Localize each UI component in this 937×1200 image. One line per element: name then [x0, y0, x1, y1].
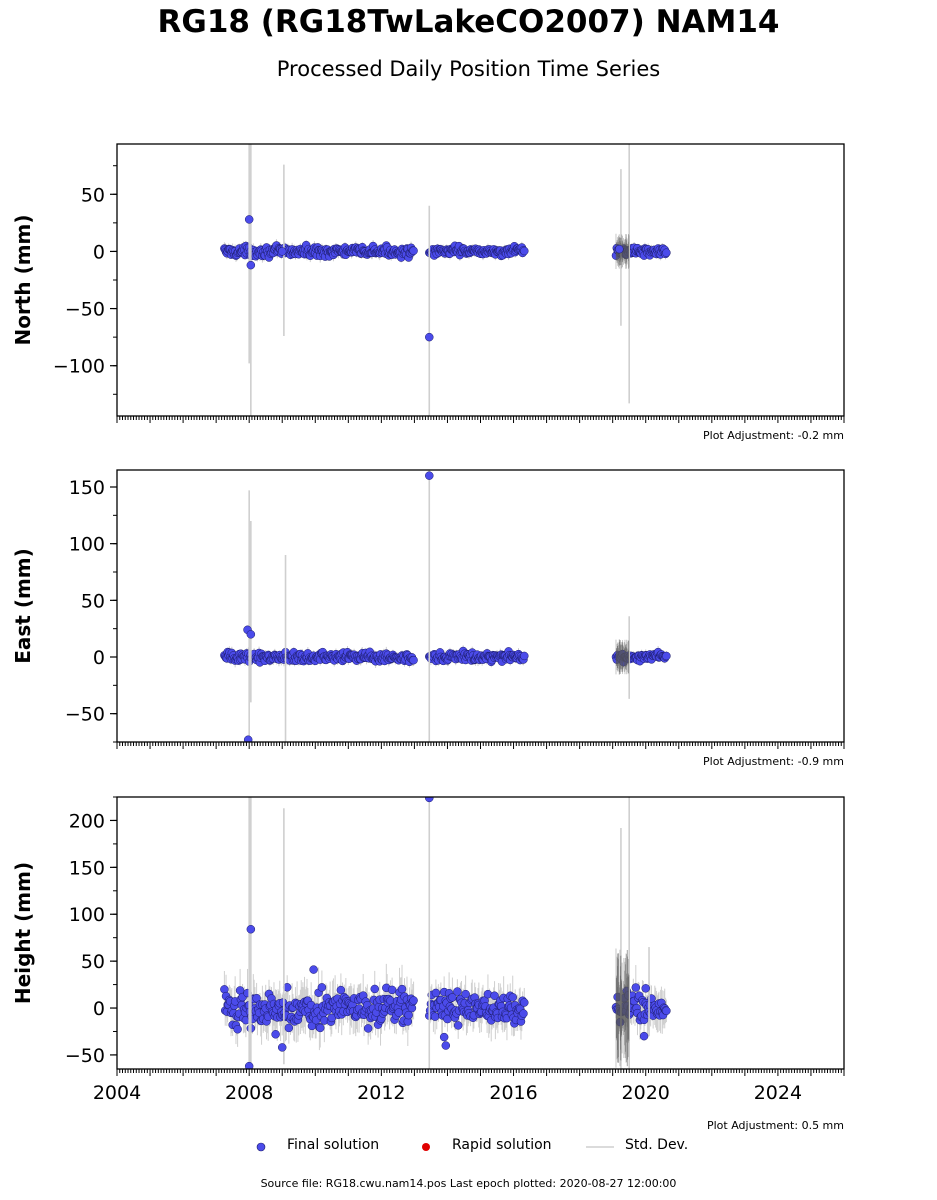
height-point [370, 984, 379, 994]
height-point [317, 983, 327, 992]
height-point [336, 985, 346, 995]
height-outlier-point [441, 1041, 451, 1050]
east-outlier-point [425, 471, 434, 480]
east-y-tick-label: 150 [69, 477, 105, 499]
height-point [490, 991, 499, 1000]
north-outlier-point [615, 244, 624, 254]
std-dev-line-icon [586, 1146, 614, 1148]
north-outlier-point [244, 215, 254, 224]
east-outlier-point [246, 630, 256, 639]
height-outlier-point [439, 1032, 449, 1042]
height-point [631, 983, 641, 992]
chart-subtitle: Processed Daily Position Time Series [276, 57, 661, 81]
height-y-tick-label: −50 [65, 1045, 105, 1067]
legend-final-label: Final solution [287, 1137, 380, 1153]
height-outlier-point [641, 984, 650, 993]
height-point [453, 987, 462, 996]
x-tick-label: 2008 [225, 1082, 273, 1104]
north-y-tick-label: 0 [93, 241, 105, 263]
height-outlier-point [271, 1030, 280, 1039]
north-point [520, 246, 529, 256]
north-y-tick-label: −50 [65, 299, 105, 321]
height-panel: −50 0 50 100 150 200 Height (mm) 2004 2008 2012 20… [11, 796, 845, 1104]
north-plot-area [220, 144, 671, 416]
height-point [519, 1009, 528, 1018]
north-y-axis-label: North (mm) [11, 214, 35, 345]
height-point [394, 1008, 403, 1017]
east-y-tick-label: −50 [65, 704, 105, 726]
height-y-axis-label: Height (mm) [11, 862, 35, 1004]
height-point [363, 1024, 373, 1033]
east-point [662, 651, 671, 661]
height-point [520, 998, 529, 1007]
north-outlier-point [277, 247, 287, 256]
height-point [453, 1021, 463, 1030]
north-plot-adjustment: Plot Adjustment: -0.2 mm [703, 429, 844, 442]
north-axes-frame [116, 143, 845, 417]
east-point [409, 655, 418, 665]
height-point [409, 996, 418, 1005]
height-point [315, 1023, 325, 1033]
height-outlier-point [244, 1061, 254, 1069]
height-outlier-point [639, 1031, 649, 1041]
chart-title: RG18 (RG18TwLakeCO2007) NAM14 [157, 4, 780, 40]
height-outlier-point [425, 797, 434, 803]
height-outlier-point [309, 965, 318, 974]
height-point [397, 984, 407, 994]
height-point [387, 985, 397, 995]
east-plot-adjustment: Plot Adjustment: -0.9 mm [703, 755, 844, 768]
east-y-tick-label: 50 [81, 590, 105, 612]
height-point [284, 1023, 294, 1033]
north-point [662, 248, 671, 257]
rapid-solution-marker-icon [422, 1143, 430, 1151]
height-axes-frame [116, 796, 845, 1070]
east-axes-frame [116, 469, 845, 743]
height-y-tick-label: 100 [69, 904, 105, 926]
source-file-note: Source file: RG18.cwu.nam14.pos Last epo… [260, 1177, 677, 1190]
legend-rapid-label: Rapid solution [452, 1137, 552, 1153]
east-y-tick-label: 0 [93, 647, 105, 669]
east-panel: −50 0 50 100 150 East (mm) [11, 469, 845, 749]
east-y-tick-label: 100 [69, 534, 105, 556]
height-outlier-point [246, 924, 256, 934]
x-tick-label: 2024 [754, 1082, 802, 1104]
east-y-axis-label: East (mm) [11, 548, 35, 664]
x-tick-label: 2004 [93, 1082, 141, 1104]
north-point [409, 246, 418, 255]
height-point [404, 1010, 413, 1020]
height-outlier-point [277, 1043, 287, 1052]
x-tick-label: 2016 [489, 1082, 537, 1104]
north-outlier-point [246, 260, 256, 270]
north-panel: −100 −50 0 50 North (mm) [11, 143, 845, 423]
height-y-tick-label: 50 [81, 951, 105, 973]
east-outlier-point [243, 735, 253, 742]
height-y-tick-label: 150 [69, 857, 105, 879]
height-point [662, 1006, 671, 1016]
legend-std-label: Std. Dev. [625, 1137, 689, 1153]
final-solution-marker-icon [256, 1142, 266, 1152]
east-point [520, 651, 529, 661]
east-plot-area [220, 470, 671, 742]
north-outlier-point [425, 332, 434, 342]
x-tick-label: 2020 [622, 1082, 670, 1104]
height-point [508, 993, 517, 1002]
height-point [461, 989, 470, 999]
x-tick-label: 2012 [357, 1082, 405, 1104]
height-y-tick-label: 0 [93, 998, 105, 1020]
north-y-tick-label: −100 [53, 356, 105, 378]
height-plot-area [220, 797, 671, 1069]
height-y-tick-label: 200 [69, 810, 105, 832]
north-y-tick-label: 50 [81, 184, 105, 206]
height-point [233, 1025, 242, 1034]
height-plot-adjustment: Plot Adjustment: 0.5 mm [706, 1119, 844, 1132]
height-point [431, 988, 441, 998]
